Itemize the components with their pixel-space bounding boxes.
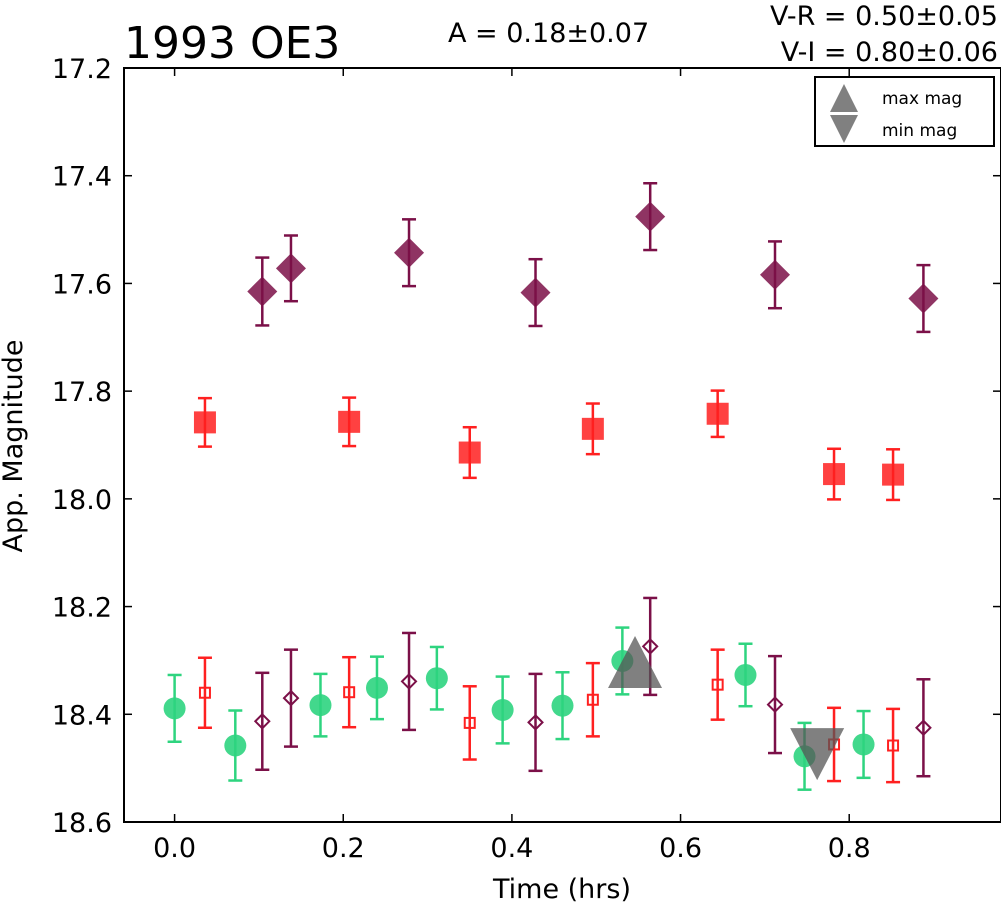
data-point-diamond (635, 201, 666, 232)
data-point-diamond (275, 253, 306, 284)
data-point-diamond (247, 276, 278, 307)
data-point-diamond-open (527, 713, 544, 731)
data-point-square-open (463, 716, 476, 729)
data-point-circle (309, 694, 332, 717)
data-point-diamond-open (641, 638, 659, 655)
legend-min-mag-marker (830, 115, 858, 143)
x-tick-label: 0.2 (322, 833, 365, 864)
data-point-square (706, 402, 729, 425)
x-tick-label: 0.8 (828, 833, 871, 864)
legend: max mag min mag (814, 76, 995, 147)
data-point-square-open (198, 686, 211, 699)
x-tick-label: 0.4 (490, 833, 533, 864)
y-tick-label: 17.6 (52, 269, 112, 300)
max-mag-marker (608, 636, 663, 689)
data-point-square-open (586, 693, 599, 706)
data-point-circle (163, 697, 186, 720)
data-point-diamond (908, 283, 939, 314)
data-point-diamond (760, 259, 791, 290)
data-marks (163, 182, 939, 791)
y-tick-label: 18.2 (52, 593, 112, 624)
x-tick-label: 0.0 (153, 833, 196, 864)
y-tick-label: 17.8 (52, 377, 112, 408)
y-tick-label: 18.4 (52, 700, 112, 731)
data-point-square-open (343, 686, 356, 699)
y-tick-label: 17.4 (52, 162, 112, 193)
data-point-square (823, 463, 846, 486)
v-r-annotation: V-R = 0.50±0.05 (770, 1, 998, 32)
legend-max-mag-marker (830, 84, 858, 112)
y-tick-label: 18.6 (52, 808, 112, 839)
data-point-circle (734, 663, 757, 686)
data-point-square (193, 411, 216, 434)
data-point-diamond (394, 237, 425, 268)
data-point-square (458, 441, 481, 464)
data-point-circle (551, 694, 574, 717)
min-mag-marker (790, 728, 845, 781)
data-point-diamond-open (253, 712, 271, 730)
data-point-circle (425, 667, 448, 690)
amplitude-annotation: A = 0.18±0.07 (448, 18, 649, 49)
chart-title: 1993 OE3 (124, 18, 340, 69)
axis-ticks: 0.0 0.2 0.4 0.6 0.8 17.2 17.4 17.6 17.8 18.0 18.2 1… (52, 54, 1001, 864)
y-tick-label: 18.0 (52, 485, 112, 516)
data-point-circle (852, 733, 875, 756)
data-point-diamond-open (400, 673, 418, 690)
data-point-circle (491, 698, 514, 721)
data-point-square-open (887, 739, 900, 752)
v-i-annotation: V-I = 0.80±0.06 (781, 37, 998, 68)
legend-min-mag-label: min mag (882, 121, 957, 141)
data-point-square (338, 410, 361, 433)
plot-frame (123, 67, 1001, 823)
data-point-circle (224, 734, 247, 757)
data-point-square (882, 463, 905, 486)
data-point-diamond-open (282, 689, 300, 707)
data-point-square-open (711, 678, 724, 691)
data-point-diamond (520, 277, 551, 308)
y-tick-label: 17.2 (52, 54, 112, 85)
data-point-square (581, 417, 604, 440)
x-tick-label: 0.6 (659, 833, 702, 864)
x-axis-label: Time (hrs) (492, 874, 631, 904)
data-point-circle (365, 676, 388, 699)
legend-max-mag-label: max mag (882, 89, 962, 109)
y-axis-label: App. Magnitude (0, 340, 29, 553)
data-point-diamond-open (915, 719, 932, 737)
data-point-diamond-open (766, 696, 784, 714)
